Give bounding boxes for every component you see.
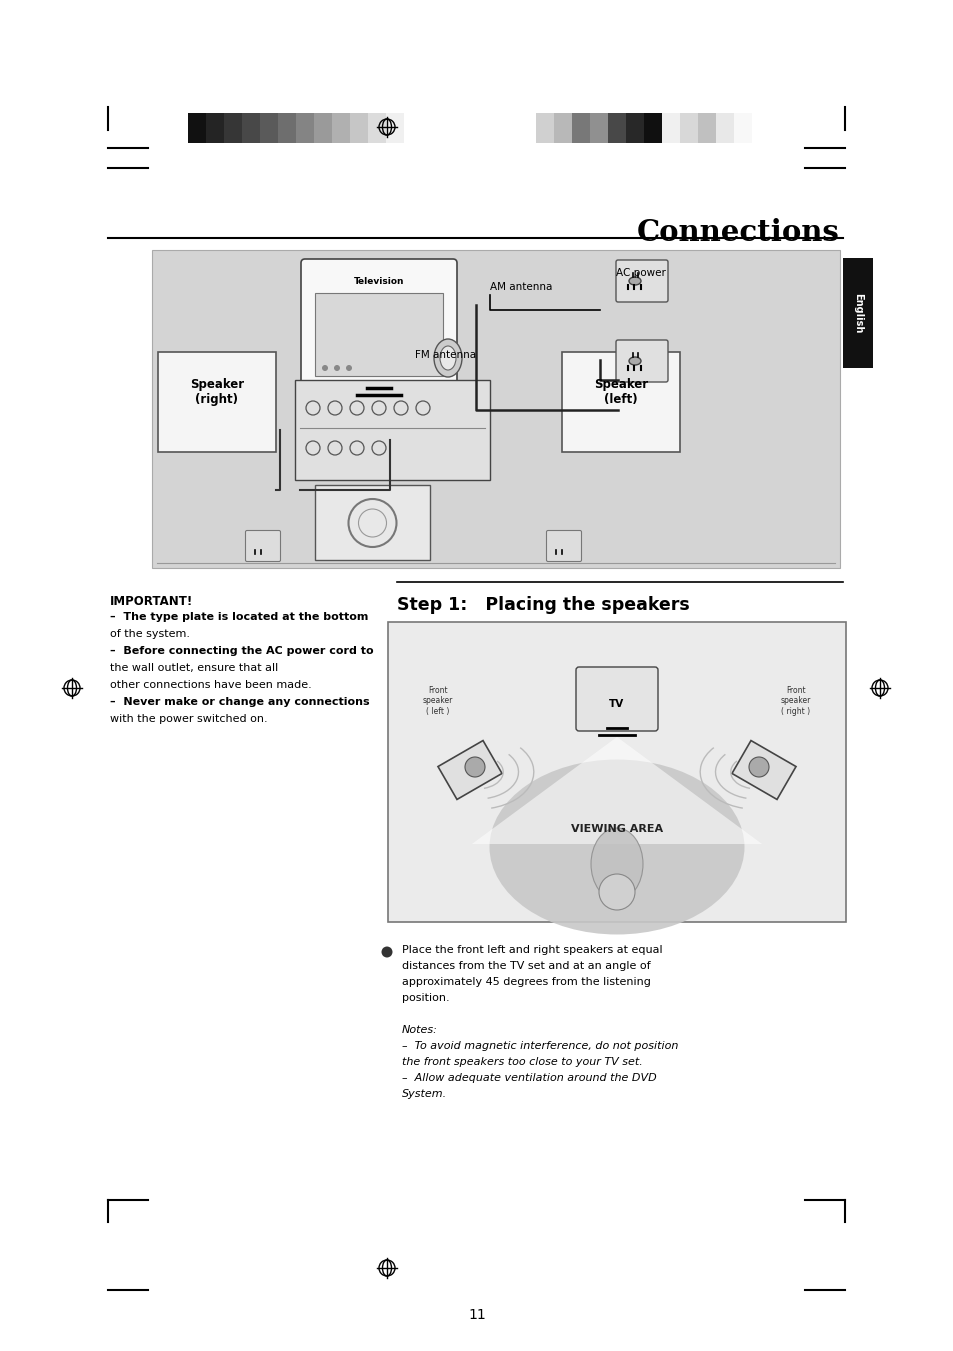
- Bar: [314, 113, 332, 143]
- Text: Speaker
(right): Speaker (right): [190, 378, 244, 407]
- Ellipse shape: [489, 759, 743, 935]
- Text: Front
speaker
( right ): Front speaker ( right ): [780, 686, 810, 716]
- Text: FM antenna: FM antenna: [415, 350, 476, 359]
- Bar: [561, 353, 679, 453]
- Text: IMPORTANT!: IMPORTANT!: [110, 594, 193, 608]
- Bar: [679, 113, 698, 143]
- Circle shape: [598, 874, 635, 911]
- Circle shape: [464, 757, 484, 777]
- Text: Front
speaker
( left ): Front speaker ( left ): [422, 686, 453, 716]
- Text: System.: System.: [401, 1089, 447, 1098]
- Bar: [314, 293, 442, 376]
- Text: –  To avoid magnetic interference, do not position: – To avoid magnetic interference, do not…: [401, 1042, 678, 1051]
- Text: –  The type plate is located at the bottom: – The type plate is located at the botto…: [110, 612, 368, 621]
- Bar: [554, 113, 572, 143]
- Bar: [242, 113, 260, 143]
- Bar: [368, 113, 386, 143]
- Text: VIEWING AREA: VIEWING AREA: [570, 824, 662, 834]
- Text: AC power: AC power: [616, 267, 665, 278]
- Polygon shape: [731, 740, 795, 800]
- Bar: [314, 485, 430, 561]
- Text: –  Allow adequate ventilation around the DVD: – Allow adequate ventilation around the …: [401, 1073, 656, 1084]
- Bar: [607, 113, 625, 143]
- Bar: [661, 113, 679, 143]
- Ellipse shape: [590, 828, 642, 900]
- Bar: [294, 380, 490, 480]
- Text: with the power switched on.: with the power switched on.: [110, 713, 268, 724]
- Polygon shape: [472, 738, 761, 844]
- Bar: [158, 353, 275, 453]
- Bar: [733, 113, 751, 143]
- Bar: [386, 113, 403, 143]
- Text: position.: position.: [401, 993, 449, 1002]
- Ellipse shape: [434, 339, 461, 377]
- Bar: [152, 250, 840, 567]
- Text: Connections: Connections: [637, 218, 840, 247]
- Ellipse shape: [628, 277, 640, 285]
- Text: Step 1:   Placing the speakers: Step 1: Placing the speakers: [396, 596, 689, 613]
- Bar: [572, 113, 589, 143]
- FancyBboxPatch shape: [546, 531, 581, 562]
- Text: English: English: [852, 293, 862, 334]
- Bar: [842, 258, 872, 367]
- Text: of the system.: of the system.: [110, 630, 190, 639]
- Text: approximately 45 degrees from the listening: approximately 45 degrees from the listen…: [401, 977, 650, 988]
- Bar: [295, 113, 314, 143]
- Bar: [536, 113, 554, 143]
- Bar: [332, 113, 350, 143]
- Bar: [260, 113, 277, 143]
- Circle shape: [322, 365, 328, 372]
- FancyBboxPatch shape: [616, 259, 667, 303]
- Bar: [698, 113, 716, 143]
- FancyBboxPatch shape: [576, 667, 658, 731]
- Text: –  Never make or change any connections: – Never make or change any connections: [110, 697, 369, 707]
- Circle shape: [334, 365, 339, 372]
- Text: Speaker
(left): Speaker (left): [594, 378, 647, 407]
- Polygon shape: [437, 740, 501, 800]
- Bar: [716, 113, 733, 143]
- Text: AM antenna: AM antenna: [490, 282, 552, 292]
- Text: distances from the TV set and at an angle of: distances from the TV set and at an angl…: [401, 961, 650, 971]
- FancyBboxPatch shape: [616, 340, 667, 382]
- Text: the wall outlet, ensure that all: the wall outlet, ensure that all: [110, 663, 278, 673]
- FancyBboxPatch shape: [301, 259, 456, 392]
- Text: Place the front left and right speakers at equal: Place the front left and right speakers …: [401, 944, 662, 955]
- Bar: [625, 113, 643, 143]
- Text: the front speakers too close to your TV set.: the front speakers too close to your TV …: [401, 1056, 642, 1067]
- Circle shape: [748, 757, 768, 777]
- Circle shape: [346, 365, 352, 372]
- Circle shape: [381, 947, 392, 958]
- Text: Notes:: Notes:: [401, 1025, 437, 1035]
- Ellipse shape: [628, 357, 640, 365]
- Text: TV: TV: [609, 698, 624, 709]
- Bar: [224, 113, 242, 143]
- Bar: [388, 621, 845, 921]
- Bar: [277, 113, 295, 143]
- Ellipse shape: [439, 346, 456, 370]
- Bar: [589, 113, 607, 143]
- Bar: [643, 113, 661, 143]
- Text: Television: Television: [354, 277, 404, 286]
- Bar: [350, 113, 368, 143]
- Bar: [188, 113, 206, 143]
- Bar: [206, 113, 224, 143]
- Text: –  Before connecting the AC power cord to: – Before connecting the AC power cord to: [110, 646, 374, 657]
- FancyBboxPatch shape: [245, 531, 280, 562]
- Text: 11: 11: [468, 1308, 485, 1323]
- Text: other connections have been made.: other connections have been made.: [110, 680, 312, 690]
